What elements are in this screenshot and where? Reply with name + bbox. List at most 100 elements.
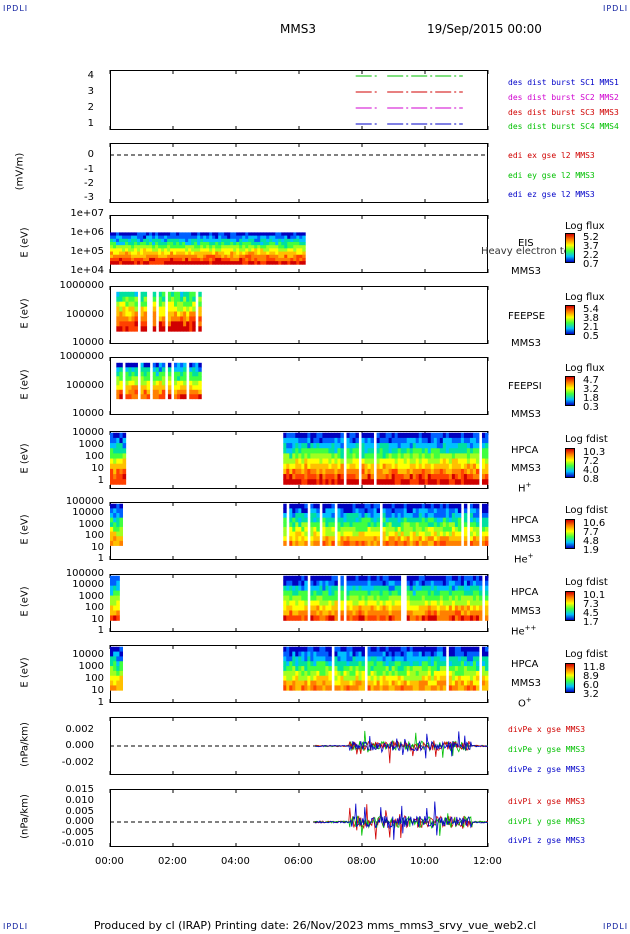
feepse-spectrogram-cell — [140, 296, 145, 303]
hpca-h-spectrogram-cell — [460, 448, 465, 454]
hpca-he2-spectrogram-cell — [298, 605, 302, 611]
hpca-h-spectrogram-cell — [310, 432, 314, 439]
hpca-h-spectrogram-cell — [460, 474, 465, 480]
efield-ytick: 0 — [87, 149, 94, 160]
feepsi-spectrogram-cell — [167, 389, 172, 395]
hpca-o-spectrogram-cell — [298, 675, 302, 681]
hpca-he1-spectrogram-cell — [331, 517, 335, 523]
hpca-o-spectrogram-cell — [469, 661, 474, 667]
hpca-h-spectrogram-cell — [385, 448, 390, 454]
hpca-he1-spectrogram-cell — [292, 503, 296, 509]
hpca-he1-spectrogram-cell — [409, 540, 414, 546]
hpca-o-spectrogram-cell — [370, 661, 374, 667]
feepsi-colorbar — [565, 376, 575, 406]
eis-spectrogram-cell — [128, 235, 132, 240]
hpca-o-spectrogram-cell — [116, 670, 120, 677]
hpca-o-spectrogram-cell — [436, 651, 441, 657]
hpca-he1-spectrogram-cell — [361, 522, 365, 528]
hpca-he1-spectrogram-cell — [376, 526, 381, 532]
hpca-he1-spectrogram-cell — [394, 526, 399, 532]
hpca-o-spectrogram-cell — [460, 675, 465, 681]
hpca-o-spectrogram-cell — [430, 646, 435, 652]
hpca-he1-spectrogram-cell — [457, 508, 462, 514]
hpca-he2-spectrogram-cell — [463, 605, 468, 611]
hpca-he1-spectrogram-cell — [391, 522, 396, 528]
hpca-he2-spectrogram-cell — [358, 605, 362, 611]
hpca-he2-spectrogram-cell — [286, 580, 290, 587]
hpca-h-spectrogram-cell — [391, 432, 396, 439]
hpca-o-spectrogram-cell — [113, 656, 117, 662]
hpca-he1-spectrogram-cell — [373, 517, 377, 523]
hpca-h-spectrogram-cell — [292, 479, 296, 485]
feepse-spectrogram-cell — [192, 291, 196, 298]
hpca-o-spectrogram-cell — [421, 646, 426, 652]
hpca-he2-spectrogram-cell — [355, 590, 359, 596]
feepsi-spectrogram-cell — [131, 362, 135, 368]
hpca-he1-spectrogram-cell — [469, 536, 474, 542]
eis-spectrogram-cell — [227, 235, 231, 240]
hpca-he1-spectrogram-cell — [418, 508, 423, 514]
hpca-o-spectrogram-cell — [430, 661, 435, 667]
hpca-he1-spectrogram-cell — [475, 513, 480, 519]
hpca-h-spectrogram-cell — [400, 458, 405, 465]
hpca-he1-spectrogram-cell — [415, 513, 420, 519]
hpca-he1-spectrogram-cell — [439, 531, 444, 537]
hpca-h-spectrogram-cell — [382, 474, 387, 480]
feepsi-spectrogram-cell — [143, 394, 148, 400]
hpca-he2-spectrogram-cell — [370, 600, 374, 606]
hpca-he2-spectrogram-cell — [454, 580, 459, 587]
eis-spectrogram-cell — [170, 254, 174, 259]
hpca-o-spectrogram-cell — [304, 651, 308, 657]
hpca-h-spectrogram-cell — [397, 443, 402, 449]
hpca-he2-spectrogram-cell — [484, 580, 489, 587]
eis-spectrogram-cell — [143, 232, 147, 236]
hpca-o-spectrogram-cell — [283, 661, 287, 667]
hpca-h-spectrogram-cell — [484, 463, 489, 470]
species-symbol: He — [511, 626, 525, 638]
hpca-he2-spectrogram-cell — [421, 590, 426, 596]
eis-spectrogram-cell — [176, 241, 180, 246]
eis-spectrogram-cell — [263, 245, 267, 249]
hpca-o-spectrogram-cell — [370, 680, 374, 686]
hpca-he2-spectrogram-cell — [373, 605, 377, 611]
hpca-he1-spectrogram-cell — [415, 522, 420, 528]
hpca-h-spectrogram-cell — [367, 432, 371, 439]
hpca-h-spectrogram-cell — [310, 437, 314, 444]
eis-spectrogram-cell — [242, 261, 246, 265]
hpca-he1-spectrogram-cell — [388, 526, 393, 532]
hpca-h-spectrogram-cell — [337, 463, 341, 470]
hpca-he1-spectrogram-cell — [349, 526, 353, 532]
hpca-h-spectrogram-cell — [113, 463, 117, 470]
hpca-h-spectrogram-cell — [436, 479, 441, 485]
hpca-o-spectrogram-cell — [322, 651, 326, 657]
hpca-h-spectrogram-cell — [400, 463, 405, 470]
hpca-he1-spectrogram-cell — [430, 526, 435, 532]
hpca-he2-spectrogram-cell — [376, 600, 381, 606]
hpca-o-spectrogram-cell — [451, 666, 456, 672]
hpca-h-spectrogram-cell — [391, 463, 396, 470]
hpca-o-spectrogram-cell — [110, 661, 114, 667]
hpca-o-spectrogram-cell — [415, 675, 420, 681]
eis-spectrogram-cell — [290, 232, 294, 236]
eis-spectrogram-cell — [125, 257, 129, 262]
feepse-spectrogram-cell — [189, 291, 193, 298]
hpca-o-spectrogram-cell — [310, 675, 314, 681]
hpca-h-spectrogram-cell — [382, 443, 387, 449]
hpca-h-spectrogram-cell — [448, 453, 453, 459]
hpca-h-spectrogram-cell — [289, 474, 293, 480]
hpca-h-spectrogram-cell — [116, 453, 120, 459]
hpca-h-spectrogram-cell — [481, 448, 486, 454]
eis-spectrogram-cell — [140, 257, 144, 262]
hpca-he1-spectrogram-cell — [376, 540, 381, 546]
eis-spectrogram-cell — [209, 261, 213, 265]
eis-spectrogram-cell — [194, 241, 198, 246]
hpca-he2-spectrogram-cell — [358, 610, 362, 616]
hpca-he2-spectrogram-cell — [397, 610, 402, 616]
hpca-he1-spectrogram-cell — [469, 526, 474, 532]
eis-spectrogram-cell — [233, 261, 237, 265]
hpca-he1-spectrogram-cell — [337, 522, 341, 528]
hpca-he1-spectrogram-cell — [292, 508, 296, 514]
eis-spectrogram-cell — [176, 232, 180, 236]
hpca-h-spectrogram-cell — [439, 448, 444, 454]
hpca-h-spectrogram-cell — [370, 458, 374, 465]
